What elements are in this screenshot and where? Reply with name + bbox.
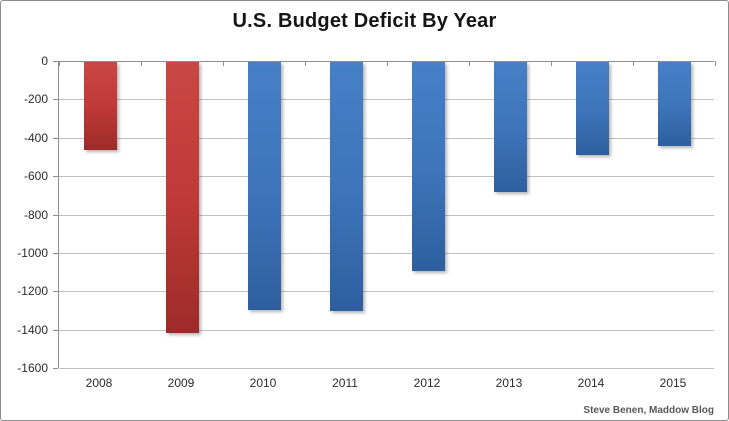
- category-boundary-tick: [387, 61, 388, 66]
- x-axis-tick-label: 2012: [413, 376, 441, 390]
- y-axis-tick: [53, 176, 58, 178]
- y-axis-tick-label: -800: [23, 207, 48, 222]
- y-axis-tick: [53, 137, 58, 139]
- y-axis-tick-label: -400: [23, 130, 48, 145]
- bar-2013: [493, 62, 527, 193]
- category-boundary-tick: [715, 61, 716, 66]
- y-axis-tick: [53, 61, 58, 62]
- y-axis-tick: [53, 291, 58, 293]
- bar-2011: [329, 62, 363, 312]
- x-axis-tick-label: 2011: [332, 376, 358, 390]
- category-boundary-tick: [223, 61, 224, 66]
- plot-area: [58, 61, 716, 369]
- y-axis-tick: [53, 99, 58, 101]
- x-axis-labels: 2008 2009 2010 2011 2012 2013 2014 2015: [58, 376, 714, 394]
- y-axis-tick: [53, 329, 58, 331]
- y-axis-tick-label: -1400: [17, 322, 48, 337]
- attribution-text: Steve Benen, Maddow Blog: [583, 405, 714, 416]
- gridline: [59, 252, 714, 254]
- category-boundary-tick: [551, 61, 552, 66]
- zero-baseline: [59, 61, 714, 62]
- gridline: [59, 137, 714, 139]
- bar-2010: [247, 62, 281, 311]
- bar-2015: [657, 62, 691, 147]
- gridline: [59, 329, 714, 331]
- y-axis-tick: [53, 214, 58, 216]
- y-axis-tick-label: -600: [23, 169, 48, 184]
- gridline: [59, 99, 714, 101]
- y-axis-tick-label: -1600: [17, 361, 48, 375]
- gridline: [59, 214, 714, 216]
- bar-2009: [165, 62, 199, 334]
- category-boundary-tick: [305, 61, 306, 66]
- x-axis-tick-label: 2009: [167, 376, 195, 390]
- y-axis-tick: [53, 368, 58, 369]
- category-boundary-tick: [59, 61, 60, 66]
- gridline: [59, 291, 714, 293]
- y-axis-tick-label: -1000: [17, 245, 48, 260]
- x-axis-tick-label: 2013: [495, 376, 523, 390]
- category-boundary-tick: [469, 61, 470, 66]
- bar-2012: [411, 62, 445, 271]
- y-axis-tick-label: 0: [41, 54, 48, 68]
- category-boundary-tick: [141, 61, 142, 66]
- y-axis-tick-label: -200: [23, 92, 48, 107]
- y-axis-labels: 0 -200 -400 -600 -800 -1000 -1200 -1400 -1600: [1, 54, 48, 375]
- bar-2014: [575, 62, 609, 156]
- y-axis-ticks: [53, 61, 58, 369]
- x-axis-tick-label: 2008: [85, 376, 113, 390]
- x-axis-tick-label: 2010: [249, 376, 277, 390]
- x-axis-tick-label: 2015: [659, 376, 687, 390]
- y-axis-tick: [53, 252, 58, 254]
- chart-title: U.S. Budget Deficit By Year: [232, 10, 497, 32]
- x-axis-tick-label: 2014: [577, 376, 605, 390]
- y-axis-tick-label: -1200: [17, 284, 48, 299]
- gridline: [59, 368, 714, 369]
- category-boundary-tick: [633, 61, 634, 66]
- bar-2008: [83, 62, 117, 151]
- gridline: [59, 176, 714, 178]
